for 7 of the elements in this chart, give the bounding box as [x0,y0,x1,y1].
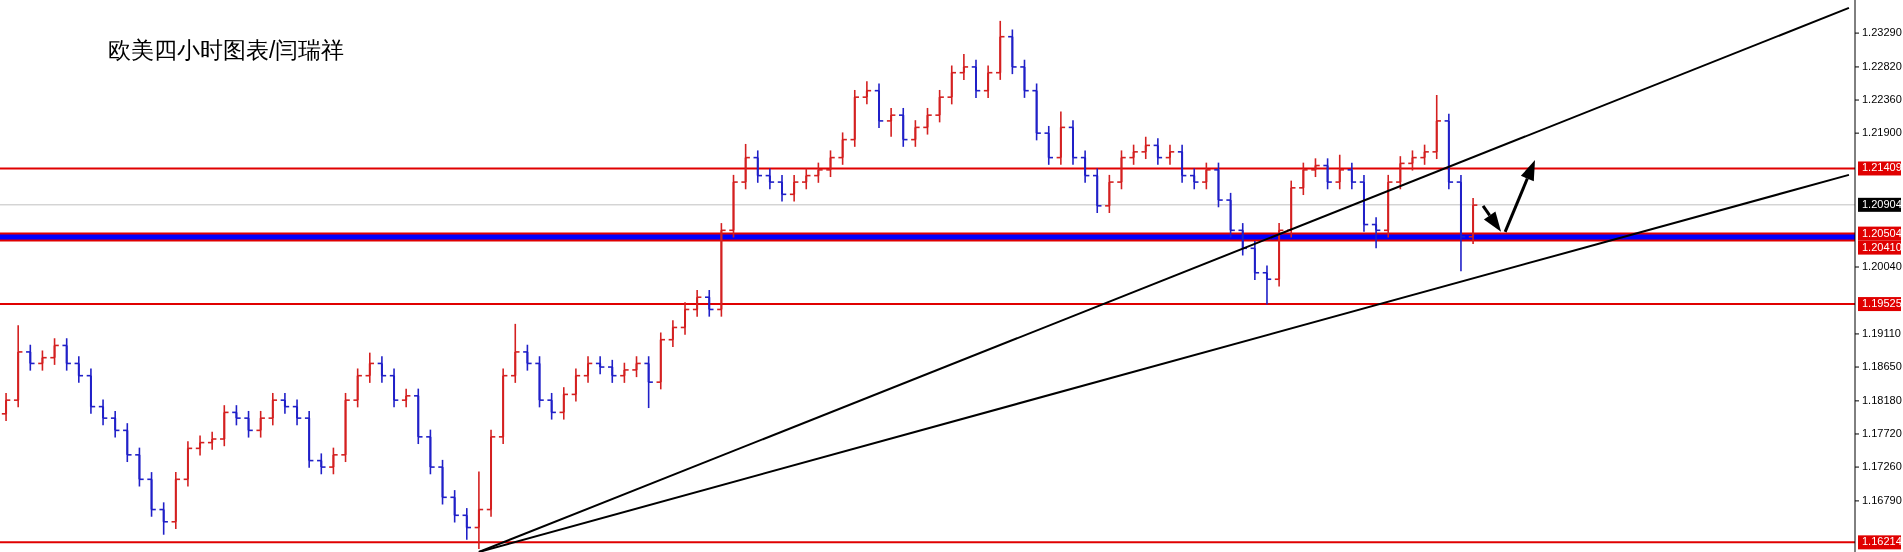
ref-line-label: 1.20410 [1862,240,1902,253]
ref-line-label: 1.19525 [1862,296,1902,309]
ref-line-label: 1.20904 [1862,197,1902,210]
ref-line-label: 1.21409 [1862,161,1902,174]
ref-line-label: 1.16214 [1862,535,1902,548]
ref-line-label: 1.20504 [1862,226,1902,239]
title: 欧美四小时图表/闫瑞祥 [108,37,345,63]
